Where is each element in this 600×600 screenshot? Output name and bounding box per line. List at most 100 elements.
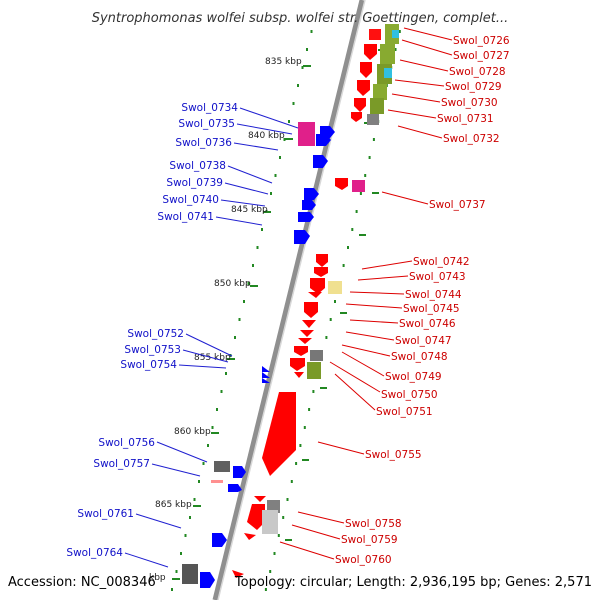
gene-swol-0757-b[interactable] xyxy=(228,484,242,492)
gene-swol-0749[interactable] xyxy=(294,346,308,356)
gene-label-right[interactable]: Swol_0755 xyxy=(365,449,422,461)
gene-swol-0759[interactable] xyxy=(262,510,278,534)
gene-label-right[interactable]: Swol_0730 xyxy=(441,97,498,109)
gene-swol-0739[interactable] xyxy=(302,200,316,210)
gene-swol-0754[interactable] xyxy=(262,378,270,383)
gene-label-left[interactable]: Swol_0753 xyxy=(124,344,181,356)
gene-swol-0758-box[interactable] xyxy=(267,500,280,513)
gene-swol-0744[interactable] xyxy=(310,278,325,294)
gene-label-right[interactable]: Swol_0742 xyxy=(413,256,470,268)
gene-swol-0748-b[interactable] xyxy=(298,338,312,344)
gene-label-right[interactable]: Swol_0746 xyxy=(399,318,456,330)
gene-label-left[interactable]: Swol_0764 xyxy=(66,547,123,559)
gene-label-right[interactable]: Swol_0758 xyxy=(345,518,402,530)
gene-swol-0764[interactable] xyxy=(182,564,198,584)
gene-swol-0737-a[interactable] xyxy=(335,178,348,190)
gene-swol-0729[interactable] xyxy=(357,80,370,96)
gene-label-left[interactable]: Swol_0754 xyxy=(120,359,177,371)
gene-label-right[interactable]: Swol_0751 xyxy=(376,406,433,418)
gene-label-right[interactable]: Swol_0726 xyxy=(453,35,510,47)
gene-label-right[interactable]: Swol_0731 xyxy=(437,113,494,125)
leader-line xyxy=(185,333,233,357)
gene-label-right[interactable]: Swol_0749 xyxy=(385,371,442,383)
gene-swol-0761[interactable] xyxy=(212,533,227,547)
gene-label-right[interactable]: Swol_0759 xyxy=(341,534,398,546)
gene-label-left[interactable]: Swol_0739 xyxy=(166,177,223,189)
scale-label: 860 kbp xyxy=(174,427,211,437)
gene-swol-0740[interactable] xyxy=(298,212,314,222)
gene-label-right[interactable]: Swol_0729 xyxy=(445,81,502,93)
gene-swol-0757[interactable] xyxy=(211,480,223,483)
gene-label-right[interactable]: Swol_0760 xyxy=(335,554,392,566)
gene-swol-0747[interactable] xyxy=(302,320,316,328)
gene-swol-0751[interactable] xyxy=(294,372,304,378)
rail-dot xyxy=(189,516,191,519)
gene-label-right[interactable]: Swol_0732 xyxy=(443,133,500,145)
gene-swol-0750[interactable] xyxy=(290,358,305,371)
rail-dot xyxy=(279,156,281,159)
gene-label-left[interactable]: Swol_0752 xyxy=(127,328,184,340)
gene-swol-0752[interactable] xyxy=(262,366,270,372)
gene-swol-0753[interactable] xyxy=(262,372,270,378)
rail-dot xyxy=(171,588,173,591)
rail-dot xyxy=(303,426,306,429)
gene-swol-0764-b[interactable] xyxy=(200,572,215,588)
gene-swol-0756-b[interactable] xyxy=(233,466,246,478)
gene-red-bottom[interactable] xyxy=(232,570,244,578)
gene-swol-0727[interactable] xyxy=(364,44,377,60)
gene-swol-0758-a[interactable] xyxy=(254,496,266,502)
gene-swol-0737[interactable] xyxy=(352,180,365,192)
gene-label-right[interactable]: Swol_0750 xyxy=(381,389,438,401)
gene-swol-0749-box[interactable] xyxy=(310,350,323,361)
gene-label-right[interactable]: Swol_0745 xyxy=(403,303,460,315)
gene-label-right[interactable]: Swol_0728 xyxy=(449,66,506,78)
gene-swol-0731[interactable] xyxy=(351,112,362,122)
rail-dot xyxy=(297,84,299,87)
gene-swol-0734[interactable] xyxy=(298,122,315,146)
map-title: Syntrophomonas wolfei subsp. wolfei str.… xyxy=(92,11,509,26)
gene-swol-0758[interactable] xyxy=(247,504,265,530)
left-gene-labels: Swol_0734 Swol_0735 Swol_0736 Swol_0738 … xyxy=(66,102,238,559)
genome-backbone xyxy=(212,0,365,600)
gene-label-right[interactable]: Swol_0743 xyxy=(409,271,466,283)
gene-swol-0748[interactable] xyxy=(300,330,314,337)
leader-line xyxy=(341,351,385,377)
gene-swol-0745[interactable] xyxy=(308,292,322,298)
gene-swol-0755[interactable] xyxy=(262,392,296,476)
gene-swol-0744-box[interactable] xyxy=(328,281,342,294)
gene-swol-0730[interactable] xyxy=(354,98,366,112)
gene-swol-0742[interactable] xyxy=(316,254,328,267)
gene-label-left[interactable]: Swol_0736 xyxy=(175,137,232,149)
gene-label-left[interactable]: Swol_0741 xyxy=(157,211,214,223)
rail-dot xyxy=(364,174,367,177)
gene-swol-0750-box[interactable] xyxy=(307,362,321,379)
gene-label-left[interactable]: Swol_0735 xyxy=(178,118,235,130)
gene-swol-0726[interactable] xyxy=(369,29,381,40)
gene-swol-0760[interactable] xyxy=(244,533,256,540)
gene-swol-0746[interactable] xyxy=(304,302,318,318)
rail-dot xyxy=(347,246,349,249)
gene-label-right[interactable]: Swol_0727 xyxy=(453,50,510,62)
rail-dot xyxy=(301,66,304,69)
gene-swol-0738[interactable] xyxy=(304,188,319,200)
gene-label-right[interactable]: Swol_0737 xyxy=(429,199,486,211)
gene-swol-0743[interactable] xyxy=(314,267,328,277)
gene-swol-0736[interactable] xyxy=(316,134,331,146)
gene-label-right[interactable]: Swol_0747 xyxy=(395,335,452,347)
gene-swol-0728[interactable] xyxy=(360,62,372,78)
gene-label-right[interactable]: Swol_0748 xyxy=(391,351,448,363)
gene-label-left[interactable]: Swol_0761 xyxy=(77,508,134,520)
gene-swol-0736-b[interactable] xyxy=(313,155,328,168)
rail-dot xyxy=(342,264,345,267)
gene-label-right[interactable]: Swol_0744 xyxy=(405,289,462,301)
gene-label-left[interactable]: Swol_0757 xyxy=(93,458,150,470)
rail-dot xyxy=(256,246,259,249)
gene-label-left[interactable]: Swol_0740 xyxy=(162,194,219,206)
gene-swol-0756[interactable] xyxy=(214,461,230,472)
accession-label: Accession: NC_008346 xyxy=(8,575,156,590)
gene-label-left[interactable]: Swol_0738 xyxy=(169,160,226,172)
gene-label-left[interactable]: Swol_0734 xyxy=(181,102,238,114)
gene-swol-0732[interactable] xyxy=(367,114,379,125)
gene-swol-0741[interactable] xyxy=(294,230,310,244)
gene-label-left[interactable]: Swol_0756 xyxy=(98,437,155,449)
